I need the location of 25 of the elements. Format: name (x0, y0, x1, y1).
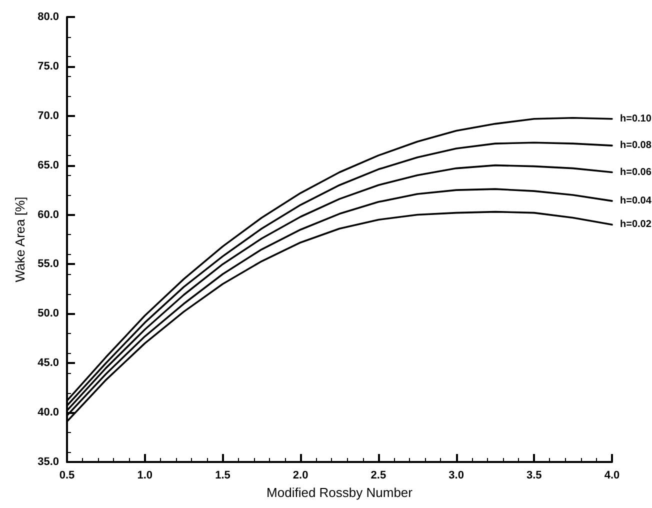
series-label: h=0.02 (620, 219, 652, 230)
series-label: h=0.10 (620, 113, 652, 124)
x-tick-label: 2.0 (292, 470, 308, 482)
y-tick-label: 65.0 (38, 159, 59, 172)
y-tick-label: 75.0 (38, 60, 59, 72)
series-label: h=0.06 (620, 166, 652, 178)
y-tick-label: 60.0 (38, 208, 59, 221)
y-tick-label: 45.0 (38, 357, 59, 370)
x-tick-label: 3.0 (448, 470, 464, 482)
y-tick-label: 70.0 (38, 110, 59, 122)
x-tick-label: 4.0 (604, 470, 620, 482)
y-axis-title: Wake Area [%] (12, 196, 28, 282)
series-label: h=0.08 (620, 140, 652, 152)
x-tick-label: 0.5 (59, 470, 75, 482)
x-tick-label: 1.0 (137, 470, 153, 482)
x-tick-label: 2.5 (370, 470, 386, 482)
y-tick-label: 55.0 (38, 258, 59, 270)
y-tick-label: 40.0 (38, 406, 59, 419)
x-tick-label: 1.5 (215, 470, 230, 482)
x-axis-title: Modified Rossby Number (266, 484, 414, 500)
y-tick-label: 50.0 (38, 308, 59, 320)
series-label: h=0.04 (620, 195, 652, 206)
y-tick-label: 80.0 (38, 11, 59, 23)
x-tick-label: 3.5 (526, 470, 542, 482)
y-tick-label: 35.0 (38, 456, 59, 468)
